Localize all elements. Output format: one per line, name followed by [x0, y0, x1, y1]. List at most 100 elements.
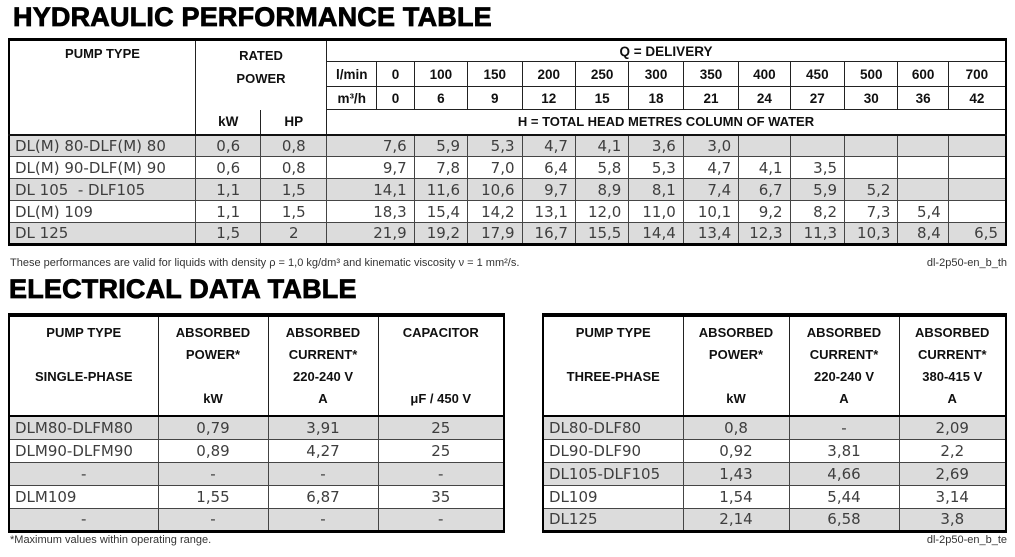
lmin-value-cell: 100: [413, 61, 469, 87]
m3h-value-cell: 18: [628, 86, 684, 110]
electrical-value-cell: 3,8: [898, 507, 1007, 532]
pump-type-column-header: PUMP TYPE: [8, 39, 196, 135]
m3h-value-cell: 9: [467, 86, 523, 110]
single-phase-header-row: PUMP TYPE SINGLE-PHASE ABSORBED POWER* kW ABS…: [8, 315, 505, 417]
pump-type-cell: DL 125: [8, 222, 196, 245]
electrical-value-cell: 1,55: [157, 484, 269, 509]
head-value-cell: 11,3: [789, 222, 846, 245]
m3h-value-cell: 15: [574, 86, 630, 110]
head-value-cell: 14,4: [628, 222, 684, 245]
header-line: ABSORBED: [175, 325, 251, 340]
head-value-cell: 6,7: [738, 178, 791, 201]
electrical-ref-code: dl-2p50-en_b_te: [926, 534, 1007, 546]
head-value-cell: [947, 133, 1007, 157]
head-value-cell: 12,3: [738, 222, 791, 245]
electrical-value-cell: 4,27: [267, 438, 379, 463]
pump-type-cell: DL(M) 90-DLF(M) 90: [8, 156, 196, 179]
pump-type-cell: DLM80-DLFM80: [8, 415, 159, 440]
electrical-value-cell: 0,92: [682, 438, 790, 463]
single-phase-row: DLM80-DLFM80 0,79 3,91 25: [8, 415, 505, 440]
rated-kw-cell: 1,5: [194, 222, 262, 245]
head-value-cell: 18,3: [326, 200, 415, 223]
head-value-cell: 14,1: [326, 178, 415, 201]
head-value-cell: 10,1: [682, 200, 740, 223]
rated-power-column-header: RATED POWER: [194, 39, 328, 110]
m3h-unit-label: m³/h: [325, 86, 378, 110]
header-line: [160, 366, 267, 388]
head-value-cell: 8,1: [628, 178, 684, 201]
head-value-cell: 5,3: [467, 133, 523, 157]
head-value-cell: 4,1: [574, 133, 630, 157]
flow-lmin-row: l/min 0 100 150 200 250 300 350 400 450 500 600 700: [9, 61, 1007, 87]
electrical-value-cell: 35: [377, 484, 505, 509]
kw-unit-header: kW: [194, 109, 262, 135]
head-value-cell: 10,3: [844, 222, 899, 245]
rated-hp-cell: 1,5: [260, 200, 327, 223]
electrical-value-cell: 0,79: [157, 415, 269, 440]
head-value-cell: [947, 200, 1007, 223]
single-phase-row: ----: [8, 461, 505, 486]
three-phase-body: DL80-DLF80 0,8-2,09 DL90-DLF90 0,92 3,81 2,2 D…: [542, 415, 1007, 532]
head-value-cell: [789, 133, 846, 157]
rated-hp-cell: 1,5: [260, 178, 327, 201]
electrical-value-cell: 3,91: [267, 415, 379, 440]
head-value-cell: [897, 156, 949, 179]
head-value-cell: 6,4: [521, 156, 576, 179]
head-value-cell: 7,4: [682, 178, 740, 201]
electrical-value-cell: 4,66: [788, 461, 900, 486]
head-value-cell: [947, 156, 1007, 179]
head-value-cell: 9,7: [521, 178, 576, 201]
header-line: [545, 388, 682, 410]
head-value-cell: 13,1: [521, 200, 576, 223]
pump-type-cell: DL(M) 80-DLF(M) 80: [8, 133, 196, 157]
electrical-value-cell: 2,2: [898, 438, 1007, 463]
three-phase-row: DL109 1,54 5,44 3,14: [542, 484, 1007, 509]
electrical-value-cell: 25: [377, 438, 505, 463]
head-value-cell: 21,9: [326, 222, 415, 245]
header-line: kW: [203, 391, 223, 406]
head-value-cell: 11,0: [628, 200, 684, 223]
rated-kw-cell: 1,1: [194, 200, 262, 223]
header-line: 380-415 V: [922, 369, 983, 384]
header-line: kW: [726, 391, 746, 406]
hydraulic-row: DL 105 - DLF105 1,1 1,5 14,1 11,6 10,6 9,7 8,9 8…: [8, 178, 1007, 201]
header-line: PUMP TYPE: [575, 325, 651, 340]
lmin-value-cell: 300: [628, 61, 684, 87]
single-phase-body: DLM80-DLFM80 0,79 3,91 25 DLM90-DLFM90 0,89 4,…: [8, 415, 505, 532]
head-value-cell: 8,2: [789, 200, 846, 223]
head-value-cell: [738, 133, 791, 157]
electrical-value-cell: -: [267, 461, 379, 486]
header-line: THREE-PHASE: [566, 369, 660, 384]
head-value-cell: 8,4: [897, 222, 949, 245]
head-value-cell: [897, 178, 949, 201]
lmin-value-cell: 0: [376, 61, 415, 87]
head-value-cell: 19,2: [413, 222, 469, 245]
total-head-header: H = TOTAL HEAD METRES COLUMN OF WATER: [326, 109, 1007, 135]
head-value-cell: 3,6: [628, 133, 684, 157]
head-value-cell: 5,2: [844, 178, 899, 201]
electrical-value-cell: 3,14: [898, 484, 1007, 509]
head-value-cell: 5,3: [628, 156, 684, 179]
electrical-value-cell: 0,89: [157, 438, 269, 463]
header-line: SINGLE-PHASE: [34, 369, 133, 384]
single-phase-row: DLM90-DLFM90 0,89 4,27 25: [8, 438, 505, 463]
hydraulic-note-row: These performances are valid for liquids…: [10, 257, 1007, 269]
electrical-value-cell: -: [157, 461, 269, 486]
head-value-cell: 3,5: [789, 156, 846, 179]
three-phase-column-header: ABSORBED CURRENT* 220-240 V A: [788, 315, 900, 417]
lmin-value-cell: 700: [947, 61, 1007, 87]
head-value-cell: 7,6: [326, 133, 415, 157]
rated-hp-cell: 2: [260, 222, 327, 245]
head-value-cell: 17,9: [467, 222, 523, 245]
pump-type-cell: DL(M) 109: [8, 200, 196, 223]
rated-kw-cell: 0,6: [194, 156, 262, 179]
rated-kw-cell: 0,6: [194, 133, 262, 157]
head-value-cell: 10,6: [467, 178, 523, 201]
head-value-cell: 15,5: [574, 222, 630, 245]
hp-unit-header: HP: [260, 109, 327, 135]
three-phase-row: DL90-DLF90 0,92 3,81 2,2: [542, 438, 1007, 463]
head-value-cell: 4,1: [738, 156, 791, 179]
header-line: [685, 366, 788, 388]
electrical-value-cell: 6,58: [788, 507, 900, 532]
three-phase-column-header: ABSORBED POWER* kW: [682, 315, 790, 417]
